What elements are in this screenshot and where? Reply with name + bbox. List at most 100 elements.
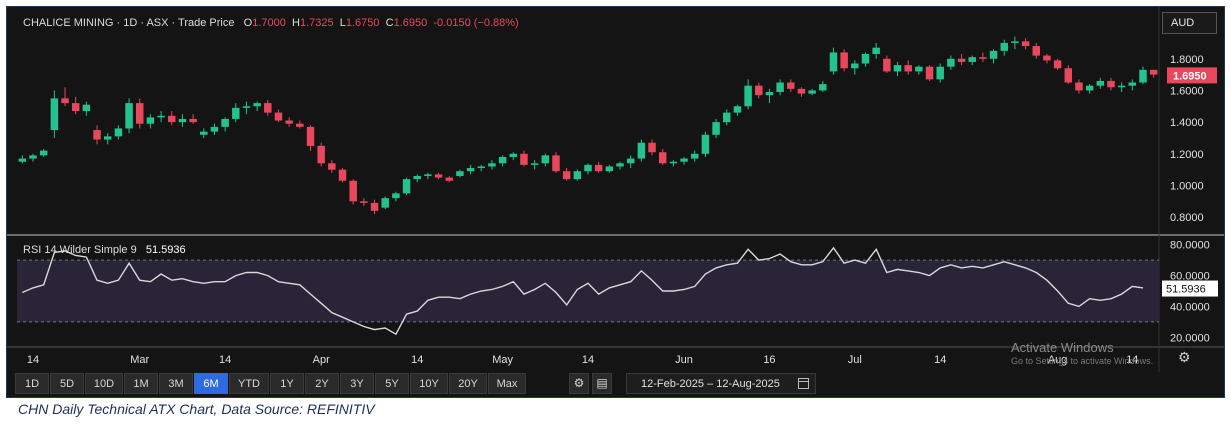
- candle-body[interactable]: [232, 107, 240, 119]
- candle[interactable]: [61, 87, 69, 107]
- candle-body[interactable]: [370, 202, 379, 211]
- candle[interactable]: [1096, 77, 1105, 89]
- candle[interactable]: [168, 111, 176, 126]
- candle[interactable]: [1064, 65, 1073, 85]
- candle-body[interactable]: [584, 164, 592, 172]
- candle-body[interactable]: [242, 106, 251, 108]
- candle[interactable]: [445, 175, 453, 183]
- candle-body[interactable]: [210, 126, 219, 132]
- candle[interactable]: [1149, 69, 1158, 78]
- candle-body[interactable]: [626, 158, 635, 164]
- candle[interactable]: [456, 169, 464, 178]
- candle-body[interactable]: [819, 84, 827, 91]
- candle-body[interactable]: [1053, 60, 1062, 69]
- candle[interactable]: [808, 88, 816, 96]
- candle-body[interactable]: [456, 171, 464, 176]
- candle-body[interactable]: [1096, 80, 1105, 86]
- candle-body[interactable]: [893, 65, 902, 72]
- candle[interactable]: [787, 79, 795, 93]
- timeframe-button-5y[interactable]: 5Y: [375, 373, 409, 394]
- candle-body[interactable]: [915, 66, 923, 72]
- candle[interactable]: [776, 79, 784, 96]
- candle-body[interactable]: [1085, 85, 1094, 91]
- candle-body[interactable]: [712, 122, 720, 135]
- candle[interactable]: [466, 164, 475, 175]
- candle-body[interactable]: [989, 50, 998, 59]
- candle-body[interactable]: [744, 85, 752, 107]
- candle[interactable]: [797, 87, 806, 97]
- candle-body[interactable]: [392, 193, 400, 199]
- candle-body[interactable]: [552, 155, 560, 172]
- candle[interactable]: [264, 99, 272, 116]
- candle-body[interactable]: [851, 63, 859, 69]
- candle[interactable]: [242, 101, 251, 115]
- candle[interactable]: [979, 52, 987, 62]
- candle[interactable]: [669, 160, 678, 167]
- candle[interactable]: [616, 161, 624, 170]
- candle[interactable]: [146, 114, 155, 129]
- candle-body[interactable]: [1107, 80, 1115, 88]
- candle-body[interactable]: [904, 65, 912, 72]
- candle[interactable]: [39, 149, 48, 157]
- candle[interactable]: [1128, 79, 1137, 91]
- candle-body[interactable]: [306, 126, 315, 146]
- candle-body[interactable]: [616, 163, 624, 167]
- candle[interactable]: [1000, 39, 1008, 56]
- candle-body[interactable]: [723, 112, 731, 123]
- candle-body[interactable]: [93, 130, 101, 140]
- candle[interactable]: [317, 142, 325, 167]
- candle-body[interactable]: [883, 58, 891, 72]
- candle-body[interactable]: [1000, 42, 1008, 51]
- candle[interactable]: [680, 156, 688, 165]
- candle[interactable]: [541, 153, 550, 167]
- candle[interactable]: [658, 149, 667, 165]
- candle[interactable]: [221, 117, 229, 132]
- timeframe-button-2y[interactable]: 2Y: [305, 373, 339, 394]
- candle[interactable]: [136, 98, 144, 129]
- candle-body[interactable]: [18, 158, 27, 162]
- candle[interactable]: [1043, 54, 1051, 64]
- candle-body[interactable]: [648, 142, 656, 153]
- candle-body[interactable]: [264, 103, 272, 113]
- currency-selector[interactable]: AUD: [1162, 12, 1217, 34]
- candle[interactable]: [915, 65, 923, 75]
- candle[interactable]: [690, 150, 699, 162]
- candle-body[interactable]: [776, 82, 784, 93]
- candle-body[interactable]: [424, 174, 432, 176]
- candle[interactable]: [989, 49, 998, 64]
- candle-body[interactable]: [1021, 41, 1030, 47]
- candle[interactable]: [883, 55, 891, 74]
- candle-body[interactable]: [413, 175, 421, 180]
- candle[interactable]: [402, 177, 411, 195]
- calendar-icon[interactable]: [798, 378, 809, 389]
- candle-body[interactable]: [808, 90, 816, 94]
- candle[interactable]: [904, 60, 912, 75]
- candle[interactable]: [71, 96, 80, 115]
- candle[interactable]: [872, 42, 880, 59]
- candle[interactable]: [1107, 77, 1115, 91]
- candle-body[interactable]: [1064, 68, 1073, 83]
- candle[interactable]: [210, 123, 219, 135]
- candle[interactable]: [829, 47, 838, 75]
- candle[interactable]: [968, 55, 976, 66]
- candle[interactable]: [200, 128, 208, 138]
- candle[interactable]: [755, 82, 763, 99]
- candle[interactable]: [1021, 38, 1030, 50]
- timeframe-button-max[interactable]: Max: [488, 373, 526, 394]
- timeframe-button-5d[interactable]: 5D: [50, 373, 84, 394]
- candle-body[interactable]: [125, 103, 133, 129]
- candle[interactable]: [253, 101, 261, 112]
- candle-body[interactable]: [168, 115, 176, 123]
- candle[interactable]: [637, 139, 646, 162]
- candle[interactable]: [701, 131, 710, 157]
- candle[interactable]: [103, 133, 112, 145]
- timeframe-button-1y[interactable]: 1Y: [270, 373, 304, 394]
- candle[interactable]: [189, 114, 197, 124]
- candle-body[interactable]: [968, 57, 976, 62]
- settings-gear-icon[interactable]: ⚙: [569, 373, 589, 394]
- candle-body[interactable]: [787, 82, 795, 89]
- candle[interactable]: [594, 161, 603, 173]
- candle-body[interactable]: [317, 145, 325, 164]
- candle-body[interactable]: [840, 52, 848, 69]
- candle-body[interactable]: [328, 163, 336, 170]
